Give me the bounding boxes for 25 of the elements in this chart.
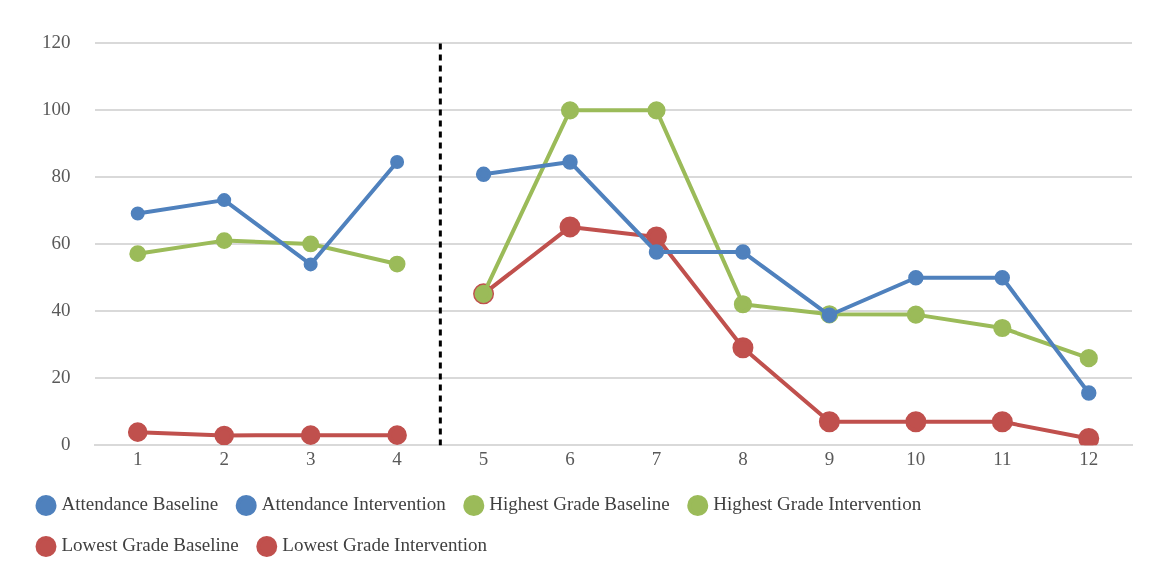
x-tick-label: 6 <box>565 447 575 469</box>
legend-label: Highest Grade Baseline <box>489 493 670 515</box>
x-tick-label: 2 <box>219 447 229 469</box>
x-tick-label: 12 <box>1079 447 1099 469</box>
y-tick-label: 0 <box>61 433 71 455</box>
y-tick-label: 20 <box>51 366 71 388</box>
x-tick-label: 9 <box>824 447 835 469</box>
x-tick-label: 8 <box>738 447 748 469</box>
x-tick-label: 5 <box>478 447 489 469</box>
legend-label: Lowest Grade Baseline <box>61 534 239 556</box>
y-tick-label: 120 <box>42 31 71 53</box>
y-tick-label: 60 <box>51 232 71 254</box>
legend-label: Lowest Grade Intervention <box>282 534 488 556</box>
x-tick-label: 3 <box>305 447 316 469</box>
x-tick-label: 7 <box>651 447 662 469</box>
y-tick-label: 40 <box>51 299 71 321</box>
legend-label: Attendance Baseline <box>61 493 219 515</box>
x-tick-label: 4 <box>392 447 403 469</box>
x-tick-label: 10 <box>906 447 926 469</box>
x-tick-label: 11 <box>993 447 1012 469</box>
legend-label: Highest Grade Intervention <box>713 493 922 515</box>
legend-label: Attendance Intervention <box>261 493 447 515</box>
y-tick-label: 80 <box>51 165 71 187</box>
y-tick-label: 100 <box>42 98 71 120</box>
x-tick-label: 1 <box>132 447 143 469</box>
